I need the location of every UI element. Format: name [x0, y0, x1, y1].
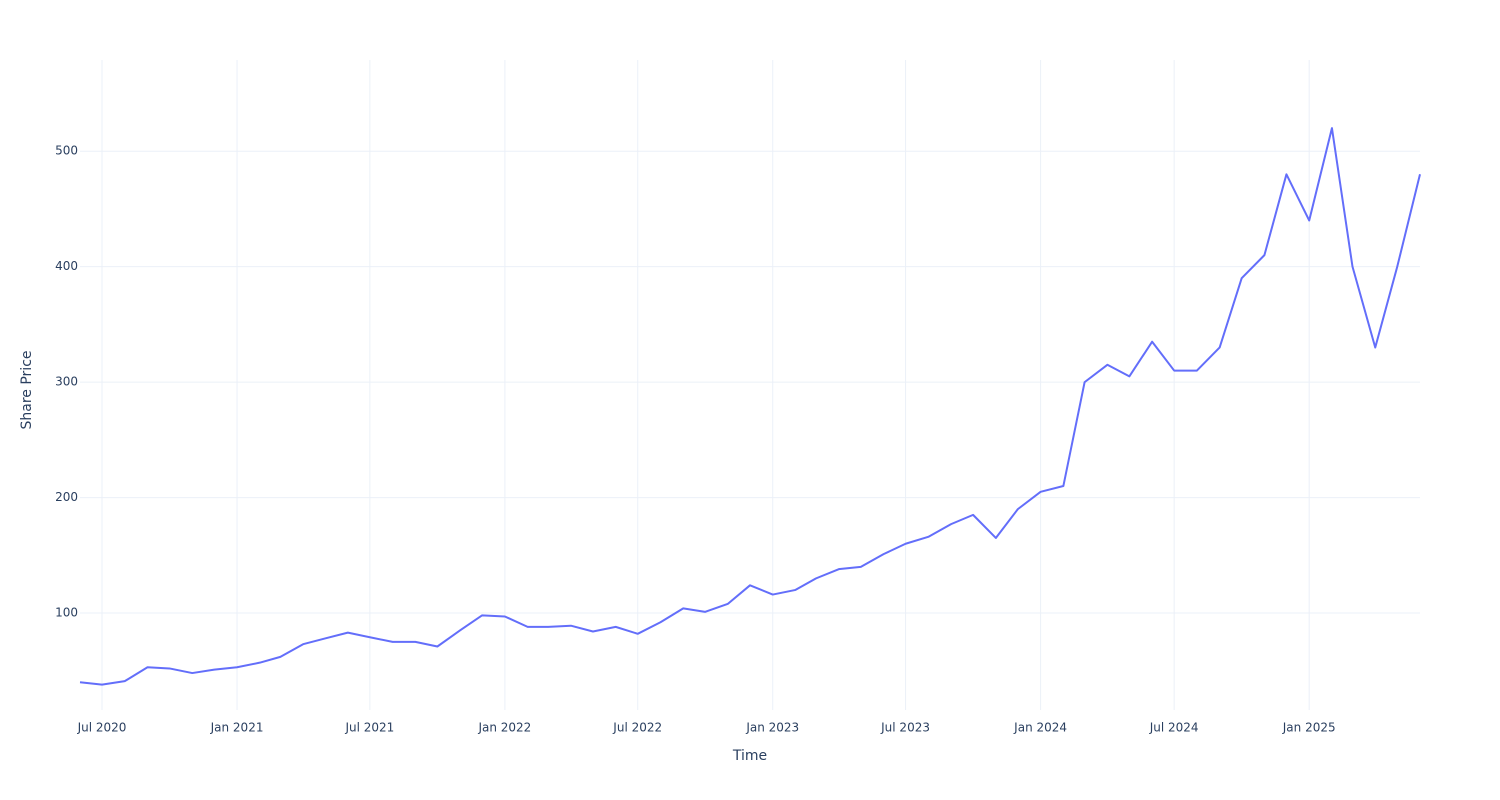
x-tick-label: Jul 2024 — [1149, 721, 1199, 735]
y-tick-label: 300 — [55, 375, 78, 389]
x-tick-label: Jan 2025 — [1282, 721, 1336, 735]
y-tick-label: 200 — [55, 490, 78, 504]
y-tick-label: 500 — [55, 144, 78, 158]
x-tick-label: Jul 2023 — [880, 721, 930, 735]
y-tick-label: 100 — [55, 606, 78, 620]
x-tick-label: Jan 2022 — [477, 721, 531, 735]
x-tick-label: Jan 2024 — [1013, 721, 1067, 735]
y-axis-title: Share Price — [19, 350, 35, 429]
price-line — [79, 127, 1421, 686]
x-axis-title: Time — [732, 748, 767, 764]
x-tick-label: Jan 2023 — [745, 721, 799, 735]
x-tick-label: Jul 2021 — [344, 721, 394, 735]
x-tick-label: Jul 2022 — [612, 721, 662, 735]
x-tick-label: Jan 2021 — [210, 721, 264, 735]
x-tick-label: Jul 2020 — [77, 721, 127, 735]
y-tick-label: 400 — [55, 259, 78, 273]
